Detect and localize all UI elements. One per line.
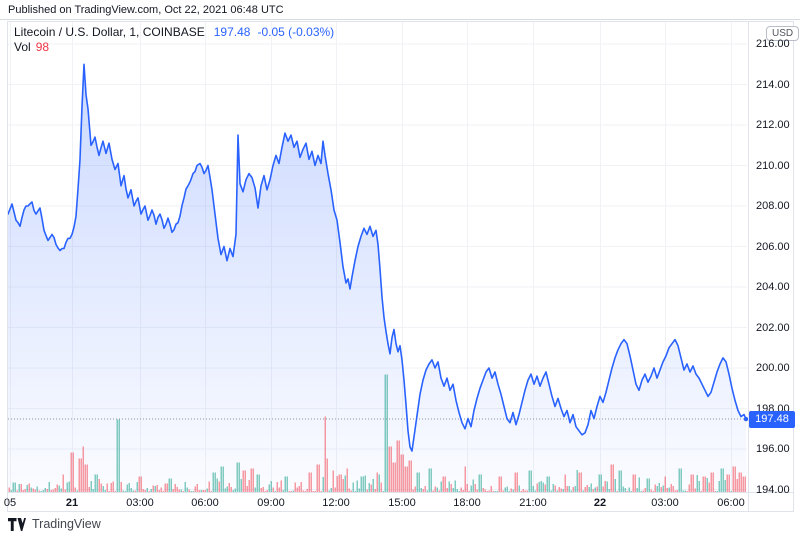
price-tick-label: 202.00 [756,321,790,334]
currency-badge[interactable]: USD [766,26,800,41]
price-tick-label: 204.00 [756,281,790,293]
tradingview-logo-icon [8,517,26,531]
time-tick-label: 05 [3,497,17,509]
published-bar: Published on TradingView.com, Oct 22, 20… [0,0,800,20]
time-tick-label: 06:00 [191,497,219,509]
time-tick-label: 03:00 [651,497,679,509]
price-tick-label: 196.00 [756,443,790,455]
time-tick-label: 15:00 [388,497,416,509]
time-tick-label: 21 [65,497,79,509]
tradingview-logo-text: TradingView [32,517,101,531]
price-tick-label: 200.00 [756,362,790,374]
time-tick-label: 12:00 [322,497,350,509]
price-tick-label: 210.00 [756,159,790,172]
price-tick-label: 194.00 [756,483,790,496]
time-tick-label: 21:00 [519,497,547,509]
time-tick-label: 22 [593,497,607,509]
volume-value: 98 [35,40,50,54]
price-chart-canvas[interactable] [0,20,800,538]
chart-widget: Litecoin / U.S. Dollar, 1, COINBASE 197.… [0,20,800,538]
symbol-last-price: 197.48 [213,25,251,39]
published-text: Published on TradingView.com, Oct 22, 20… [8,3,284,16]
time-tick-label: 06:00 [717,497,745,509]
price-tick-label: 212.00 [756,119,790,131]
price-tick-label: 208.00 [756,200,790,212]
chart-legend: Litecoin / U.S. Dollar, 1, COINBASE 197.… [14,25,341,55]
price-tick-label: 216.00 [756,38,790,50]
volume-label[interactable]: Vol [14,40,31,54]
time-tick-label: 09:00 [257,497,285,509]
time-tick-label: 18:00 [453,497,481,509]
tradingview-logo[interactable]: TradingView [8,516,101,532]
symbol-title[interactable]: Litecoin / U.S. Dollar, 1, COINBASE [14,25,205,39]
symbol-change: -0.05 (-0.03%) [257,25,335,39]
last-price-label: 197.48 [749,410,795,428]
price-tick-label: 206.00 [756,240,790,253]
time-tick-label: 03:00 [126,497,154,509]
price-tick-label: 214.00 [756,78,790,91]
